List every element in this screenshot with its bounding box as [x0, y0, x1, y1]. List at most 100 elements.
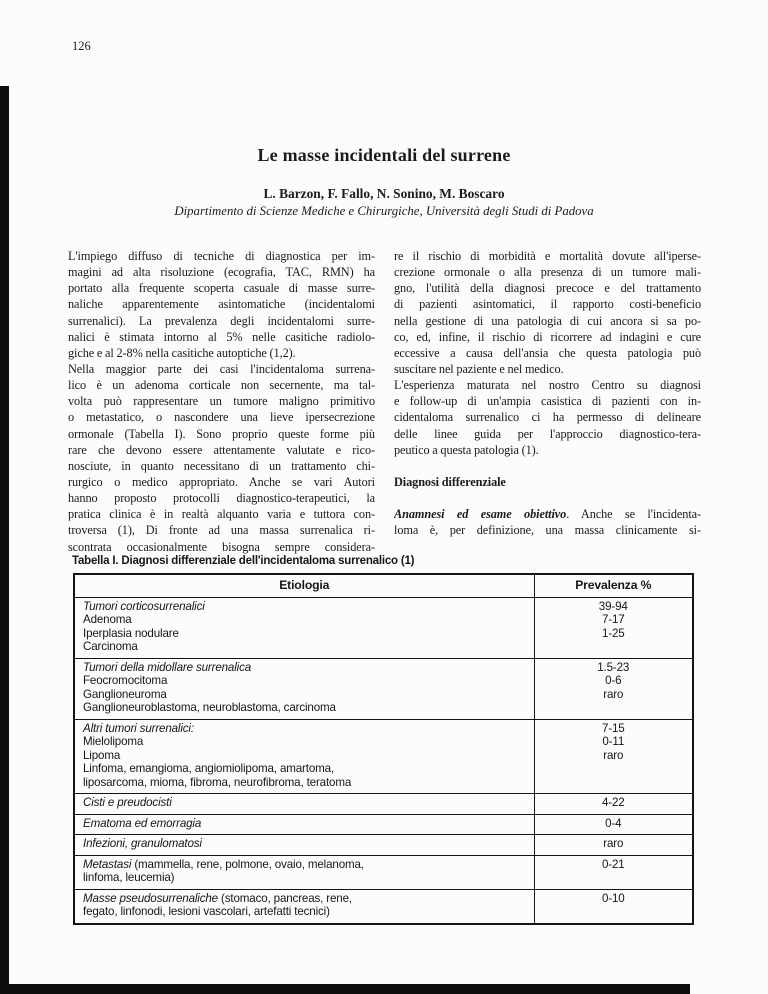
prevalence-value: 0-10	[601, 891, 625, 905]
prevalence-cell: raro	[533, 834, 693, 855]
etiology-line: Infezioni, granulomatosi	[83, 837, 526, 851]
text-segment: lico è un adenoma corticale non secernen…	[68, 378, 375, 393]
text-segment: gno, l'utilità della diagnosi precoce e …	[394, 281, 701, 296]
body-text-line: naliche apparentemente asintomatiche (in…	[68, 296, 375, 312]
etiology-cell: Ematoma ed emorragia	[74, 814, 534, 835]
text-segment: . Anche se l'incidenta-	[566, 507, 701, 522]
etiology-line: Iperplasia nodulare	[83, 627, 526, 641]
body-text-line: e follow-up di un'ampia casistica di paz…	[394, 393, 701, 409]
text-segment: nosciute, in quanto necessitano di un tr…	[68, 458, 375, 473]
prevalence-cell: 0-21	[533, 855, 693, 889]
text-segment: Linfoma, emangioma, angiomiolipoma, amar…	[83, 762, 335, 775]
text-segment: Iperplasia nodulare	[83, 626, 179, 640]
body-text-line: cidentaloma surrenalico ci ha permesso d…	[394, 409, 701, 425]
table-row: Tumori corticosurrenalici Adenoma Iperplas…	[74, 597, 693, 658]
etiology-line: Masse pseudosurrenaliche (stomaco, pancr…	[83, 892, 526, 906]
text-segment: o metastatico, o nascondere una lieve ip…	[68, 410, 375, 425]
prevalence-cell: 7-15 0-11 raro	[533, 719, 693, 794]
text-segment: Carcinoma	[83, 640, 138, 653]
table-body: Tumori corticosurrenalici Adenoma Iperplas…	[74, 597, 693, 924]
prevalence-value: 0-6	[605, 674, 622, 687]
table-row: Infezioni, granulomatosi raro	[74, 834, 693, 855]
table-caption: Tabella I. Diagnosi differenziale dell'i…	[72, 555, 415, 567]
text-segment: rurgico o medico appropriato. Anche se v…	[68, 474, 375, 489]
blank-line	[394, 458, 701, 474]
prevalence-cell: 0-10	[533, 889, 693, 924]
column-header-prevalenza: Prevalenza %	[533, 574, 693, 598]
etiology-line: Tumori della midollare surrenalica	[83, 661, 526, 675]
body-text-line: magini ad alta risoluzione (ecografia, T…	[68, 264, 375, 280]
text-segment: linfoma, leucemia)	[83, 871, 175, 884]
text-segment: Mielolipoma	[83, 735, 144, 748]
prevalence-value: 4-22	[601, 796, 625, 809]
text-segment: nella gestione di una patologia di cui a…	[394, 313, 701, 328]
scan-artifact-bottom-bar	[0, 984, 690, 994]
etiology-line: Lipoma	[83, 749, 526, 763]
etiology-line: Carcinoma	[83, 640, 526, 654]
body-text-line: nosciute, in quanto necessitano di un tr…	[68, 458, 375, 474]
text-segment: Ematoma ed emorragia	[83, 816, 202, 830]
table-row: Altri tumori surrenalici: Mielolipoma Lipo…	[74, 719, 693, 794]
prevalence-cell: 0-4	[533, 814, 693, 835]
article-title: Le masse incidentali del surrene	[257, 145, 511, 165]
body-text-line: gno, l'utilità della diagnosi precoce e …	[394, 280, 701, 296]
text-segment: di pazienti asintomatici, il rapporto co…	[394, 297, 701, 312]
text-segment: e follow-up di un'ampia casistica di paz…	[394, 394, 701, 409]
text-segment: re il rischio di morbidità e mortalità d…	[394, 249, 701, 263]
body-column-left: L'impiego diffuso di tecniche di diagnos…	[68, 248, 375, 555]
text-segment: ormonale (Tabella I). Sono proprio quest…	[68, 426, 375, 441]
prevalence-cell: 4-22	[533, 793, 693, 814]
body-text-line: suscitare nel paziente e nel medico.	[394, 361, 701, 377]
table-header-row: Etiologia Prevalenza %	[74, 574, 693, 598]
body-text-line: portato alla frequente scoperta casuale …	[68, 280, 375, 296]
body-text-line: L'esperienza maturata nel nostro Centro …	[394, 377, 701, 393]
text-segment: suscitare nel paziente e nel medico.	[394, 361, 564, 376]
text-segment: delle linee guida per l'approccio diagno…	[394, 426, 701, 441]
text-segment: co, ed, infine, il rischio di ricorrere …	[394, 329, 701, 344]
text-segment: Nella maggior parte dei casi l'incidenta…	[68, 361, 375, 376]
etiology-cell: Metastasi (mammella, rene, polmone, ovai…	[74, 855, 534, 889]
etiology-line: Metastasi (mammella, rene, polmone, ovai…	[83, 858, 526, 872]
etiology-line: fegato, linfonodi, lesioni vascolari, ar…	[83, 905, 526, 919]
blank-line	[394, 490, 701, 506]
body-text-line: volta può rappresentare un tumore malign…	[68, 393, 375, 409]
etiology-cell: Masse pseudosurrenaliche (stomaco, pancr…	[74, 889, 534, 924]
column-header-etiologia: Etiologia	[74, 574, 534, 598]
scan-artifact-left-bar	[0, 86, 9, 994]
body-text-line: re il rischio di morbidità e mortalità d…	[394, 248, 701, 264]
text-segment: (stomaco, pancreas, rene,	[217, 891, 352, 905]
body-text-line: co, ed, infine, il rischio di ricorrere …	[394, 329, 701, 345]
text-segment: peutico a questa patologia (1).	[394, 442, 539, 457]
body-text-line: scontrata occasionalmente bisogna sempre…	[68, 539, 375, 555]
body-text-line: troversa (1), Di fronte ad una massa sur…	[68, 522, 375, 538]
section-heading: Diagnosi differenziale	[394, 474, 701, 490]
prevalence-value: 0-21	[601, 857, 625, 871]
text-segment: L'esperienza maturata nel nostro Centro …	[394, 378, 701, 393]
text-segment: cidentaloma surrenalico ci ha permesso d…	[394, 410, 701, 425]
body-text-line: peutico a questa patologia (1).	[394, 442, 701, 458]
text-segment: Feocromocitoma	[83, 674, 168, 687]
text-segment: Tumori corticosurrenalici	[83, 599, 205, 613]
etiology-line: Adenoma	[83, 613, 526, 627]
text-segment: rare che devono essere attentamente valu…	[68, 442, 375, 457]
etiology-line: Mielolipoma	[83, 735, 526, 749]
text-segment: Altri tumori surrenalici:	[83, 721, 194, 735]
text-segment: troversa (1), Di fronte ad una massa sur…	[68, 523, 375, 538]
etiology-line: Cisti e preudocisti	[83, 796, 526, 810]
etiology-cell: Altri tumori surrenalici: Mielolipoma Lipo…	[74, 719, 534, 794]
text-segment: giche e al 2-8% nella casitiche autoptic…	[68, 345, 296, 360]
table-row: Masse pseudosurrenaliche (stomaco, pancr…	[74, 889, 693, 924]
article-authors: L. Barzon, F. Fallo, N. Sonino, M. Bosca…	[263, 186, 505, 201]
prevalence-value: 1-25	[601, 626, 625, 640]
etiology-cell: Cisti e preudocisti	[74, 794, 534, 815]
table-row: Metastasi (mammella, rene, polmone, ovai…	[74, 855, 693, 889]
body-text-line: lico è un adenoma corticale non secernen…	[68, 377, 375, 393]
body-text-line: nalici è stimata intorno al 5% nelle cas…	[68, 329, 375, 345]
text-segment: magini ad alta risoluzione (ecografia, T…	[68, 265, 375, 280]
text-segment: naliche apparentemente asintomatiche (in…	[68, 297, 375, 312]
body-text-line: di pazienti asintomatici, il rapporto co…	[394, 296, 701, 312]
etiology-cell: Tumori corticosurrenalici Adenoma Iperplas…	[74, 597, 534, 658]
prevalence-value: 0-4	[605, 816, 622, 830]
body-text-line: rare che devono essere attentamente valu…	[68, 442, 375, 458]
etiology-cell: Tumori della midollare surrenalica Feocro…	[74, 658, 534, 719]
